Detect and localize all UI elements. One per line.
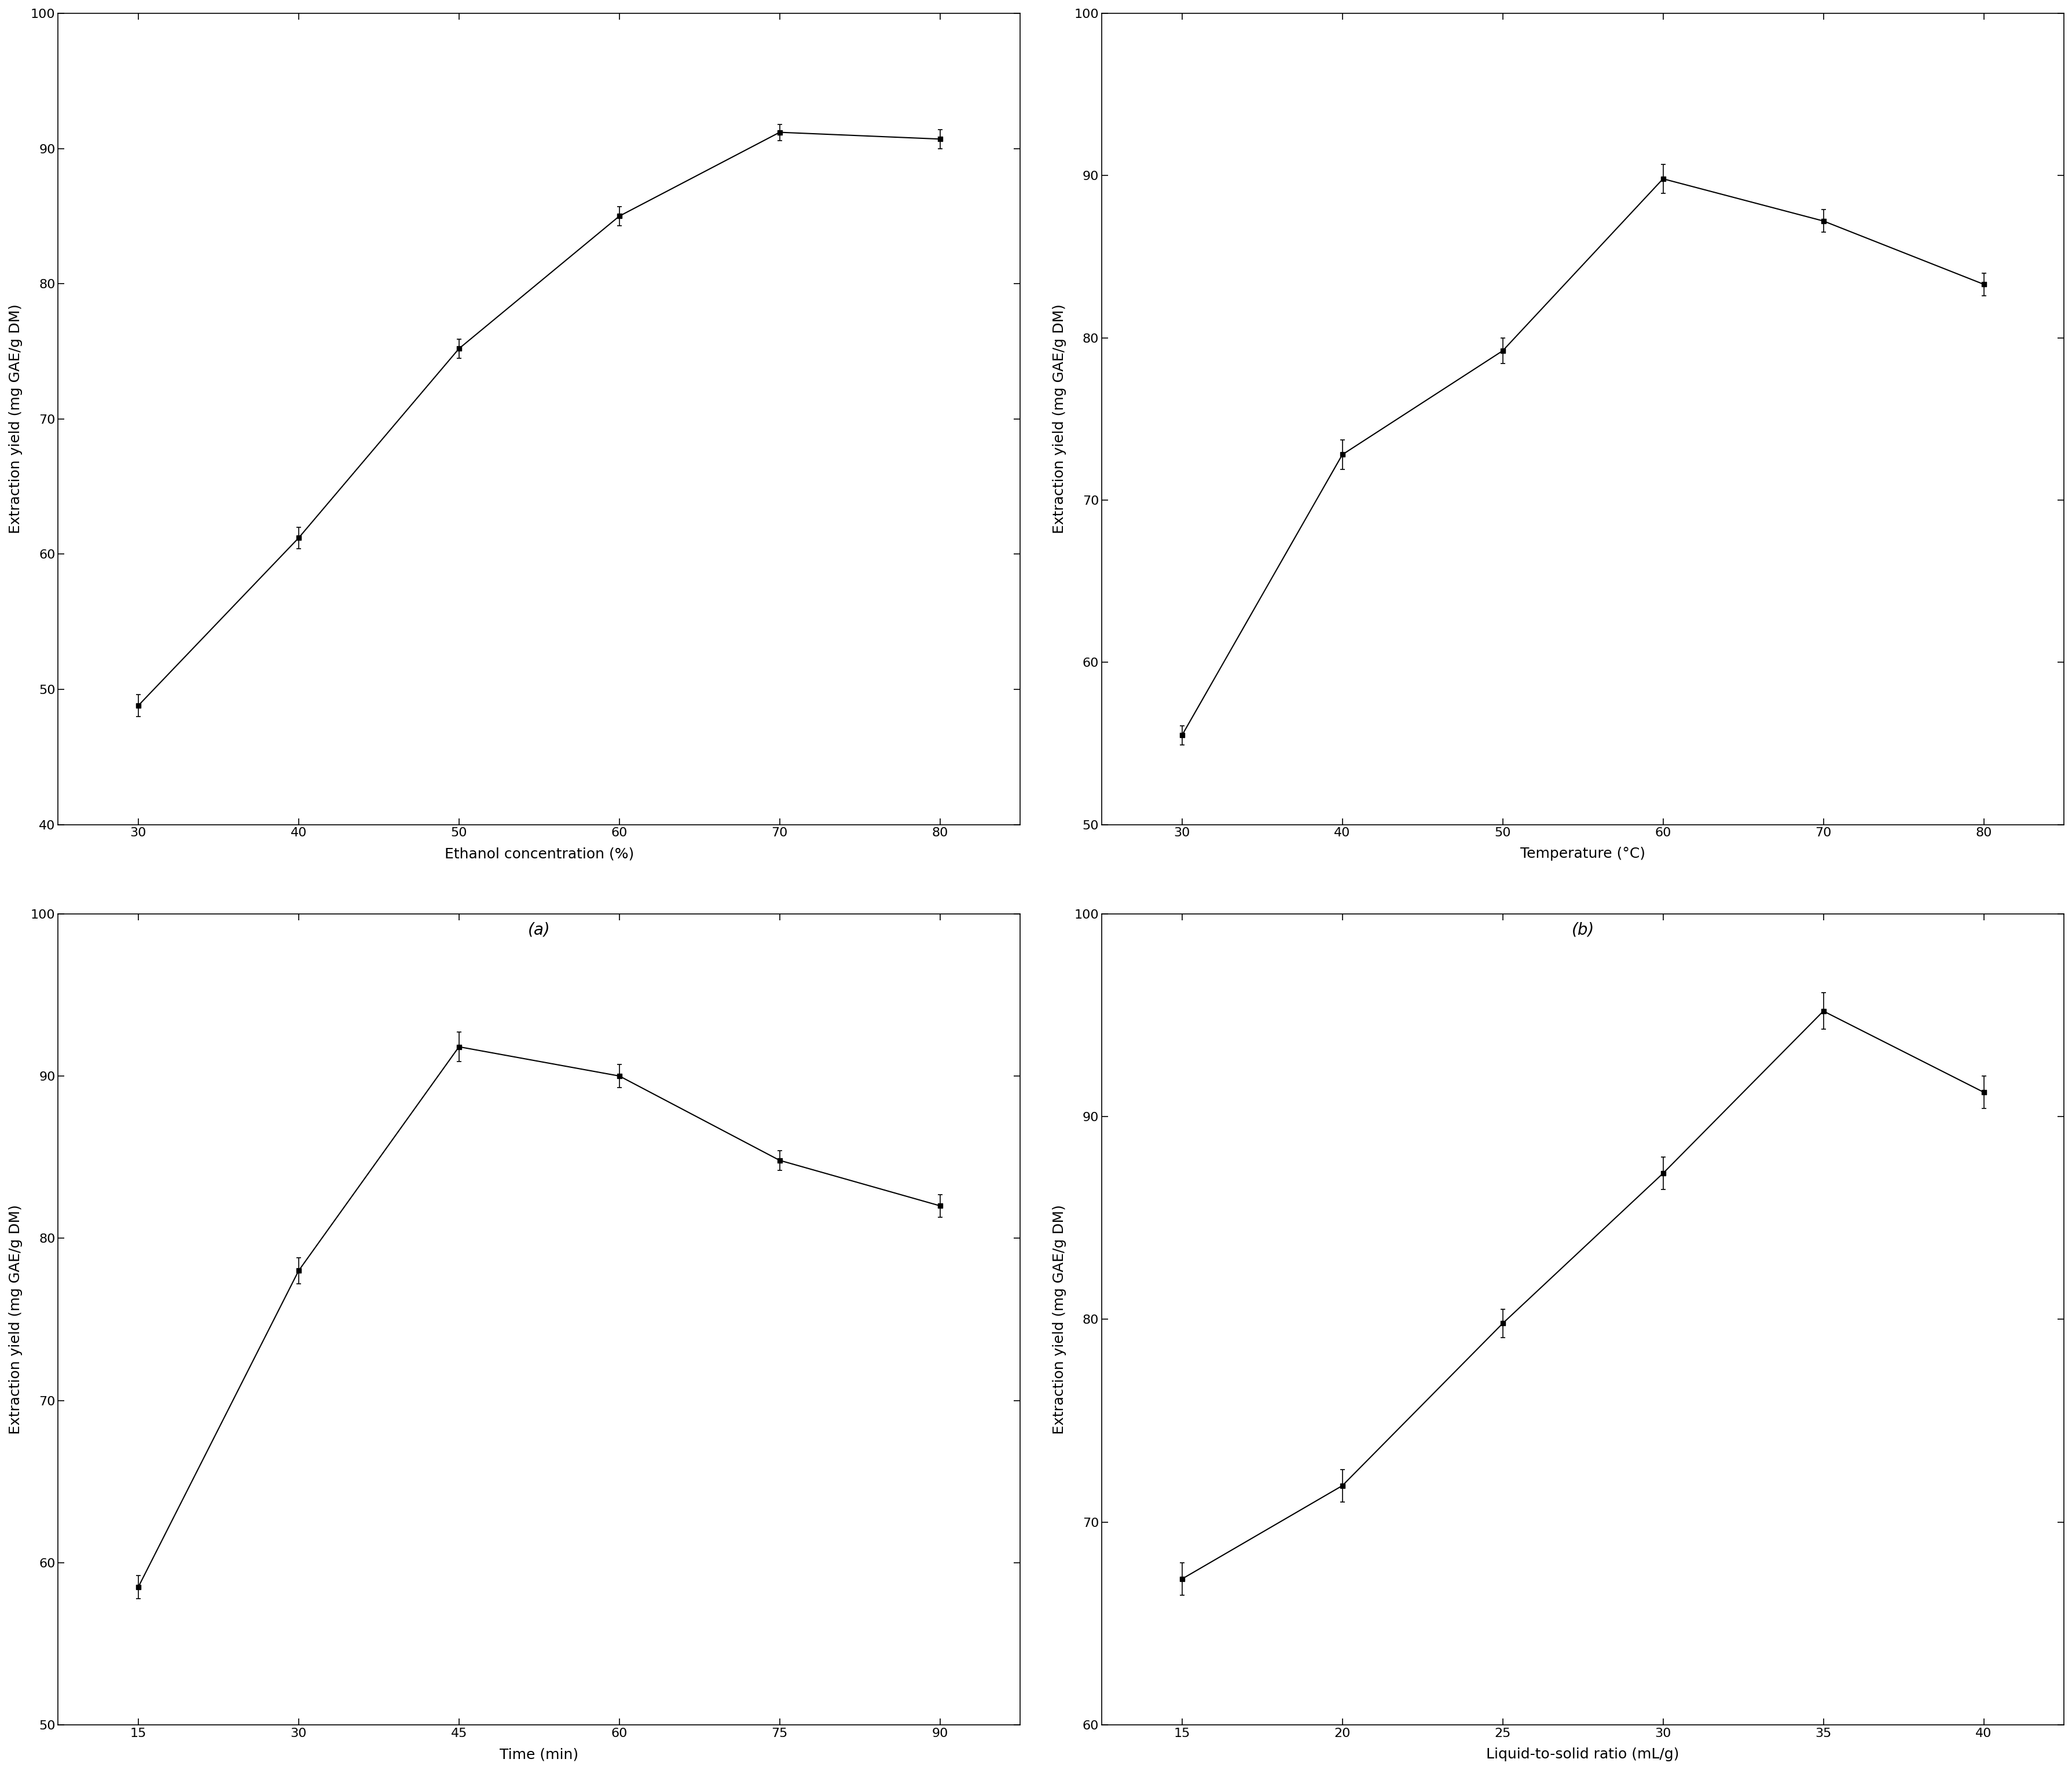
X-axis label: Temperature (°C): Temperature (°C) (1521, 848, 1645, 860)
Y-axis label: Extraction yield (mg GAE/g DM): Extraction yield (mg GAE/g DM) (1053, 304, 1065, 535)
X-axis label: Time (min): Time (min) (499, 1747, 578, 1761)
Y-axis label: Extraction yield (mg GAE/g DM): Extraction yield (mg GAE/g DM) (8, 1205, 23, 1434)
X-axis label: Ethanol concentration (%): Ethanol concentration (%) (443, 848, 634, 860)
Y-axis label: Extraction yield (mg GAE/g DM): Extraction yield (mg GAE/g DM) (8, 304, 23, 535)
Text: (a): (a) (528, 922, 551, 938)
Text: (b): (b) (1571, 922, 1593, 938)
X-axis label: Liquid-to-solid ratio (mL/g): Liquid-to-solid ratio (mL/g) (1486, 1747, 1678, 1761)
Y-axis label: Extraction yield (mg GAE/g DM): Extraction yield (mg GAE/g DM) (1053, 1205, 1065, 1434)
